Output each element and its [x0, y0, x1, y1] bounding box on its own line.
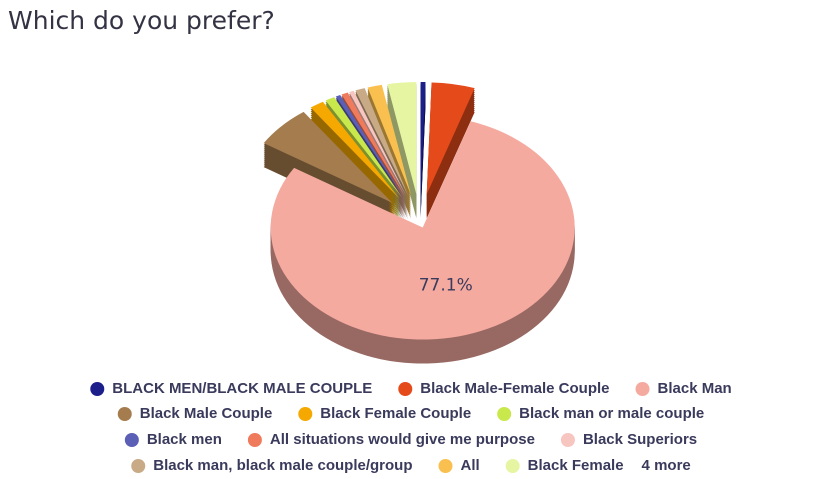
slice: [387, 82, 417, 195]
legend-label: Black Superiors: [583, 431, 697, 448]
value-label: 77.1%: [419, 276, 473, 296]
slice: [325, 97, 402, 198]
slice-side: [341, 94, 405, 199]
legend-row: BLACK MEN/BLACK MALE COUPLE Black Male-Fe…: [90, 380, 732, 397]
slice: [426, 82, 475, 195]
slice: [367, 84, 411, 195]
slice: [355, 88, 409, 196]
pie: 77.1%: [263, 82, 575, 364]
legend-row: Black man, black male couple/group All Bla…: [131, 457, 691, 474]
legend-swatch: [505, 459, 520, 473]
legend-label: Black man or male couple: [519, 405, 704, 422]
slice: [270, 121, 575, 340]
legend-more[interactable]: 4 more: [642, 457, 691, 474]
slice-side: [349, 92, 407, 198]
slice: [341, 92, 405, 197]
legend-label: Black men: [147, 431, 222, 448]
slice-side: [335, 96, 404, 199]
legend-label: All: [460, 457, 479, 474]
chart-title: Which do you prefer?: [8, 6, 275, 35]
slice: [310, 101, 400, 199]
slice: [335, 94, 404, 197]
slice: [420, 82, 426, 195]
slice-side: [367, 86, 411, 197]
slice-side: [367, 90, 411, 201]
legend-swatch: [124, 433, 139, 447]
slice-side: [355, 90, 409, 198]
legend: BLACK MEN/BLACK MALE COUPLE Black Male-Fe…: [90, 380, 732, 474]
legend-label: BLACK MEN/BLACK MALE COUPLE: [112, 380, 372, 397]
legend-swatch: [90, 382, 105, 396]
slice-side: [355, 92, 409, 200]
slice: [349, 90, 407, 196]
legend-swatch: [635, 382, 650, 396]
slice-side: [367, 88, 411, 199]
legend-label: All situations would give me purpose: [270, 431, 535, 448]
legend-swatch: [398, 382, 413, 396]
legend-swatch: [497, 407, 512, 421]
legend-swatch: [117, 407, 132, 421]
legend-swatch: [131, 459, 146, 473]
legend-swatch: [438, 459, 453, 473]
legend-label: Black Man: [658, 380, 732, 397]
slice: [263, 111, 393, 203]
legend-label: Black Female: [528, 457, 624, 474]
legend-row: Black men All situations would give me pu…: [124, 431, 697, 448]
legend-row: Black Male Couple Black Female Couple Blac…: [117, 405, 704, 422]
legend-label: Black Male Couple: [140, 405, 273, 422]
legend-label: Black man, black male couple/group: [153, 457, 412, 474]
legend-swatch: [247, 433, 262, 447]
slice-side: [367, 92, 411, 203]
legend-swatch: [560, 433, 575, 447]
legend-swatch: [298, 407, 313, 421]
legend-label: Black Male-Female Couple: [420, 380, 609, 397]
legend-label: Black Female Couple: [320, 405, 471, 422]
